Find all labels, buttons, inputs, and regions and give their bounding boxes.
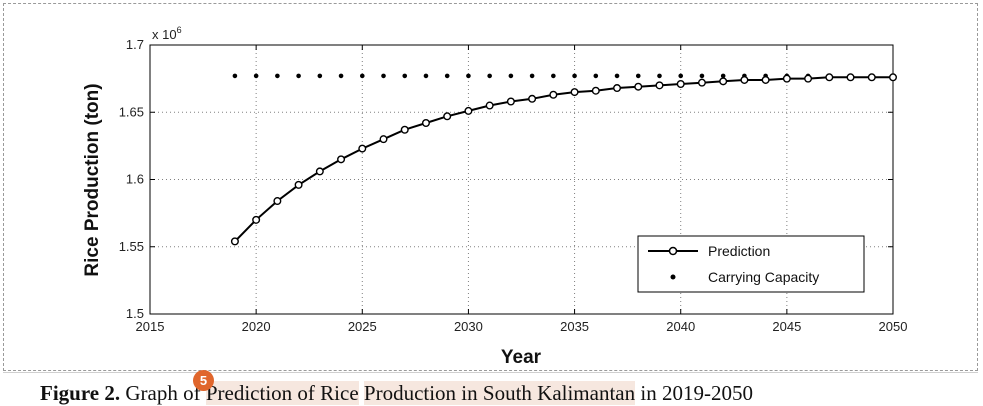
- carrying-capacity-point: [360, 74, 365, 79]
- prediction-point: [380, 136, 387, 143]
- carrying-capacity-point: [700, 74, 705, 79]
- y-tick-label: 1.65: [119, 104, 144, 119]
- prediction-point: [486, 102, 493, 109]
- carrying-capacity-point: [254, 74, 259, 79]
- annotation-badge[interactable]: 5: [193, 370, 214, 391]
- x-tick-label: 2050: [879, 319, 908, 334]
- carrying-capacity-point: [487, 74, 492, 79]
- prediction-point: [232, 238, 239, 245]
- carrying-capacity-point: [551, 74, 556, 79]
- y-tick-label: 1.55: [119, 239, 144, 254]
- prediction-point: [784, 75, 791, 82]
- prediction-point: [338, 156, 345, 163]
- prediction-point: [677, 81, 684, 88]
- carrying-capacity-point: [402, 74, 407, 79]
- prediction-point: [508, 98, 515, 105]
- prediction-point: [401, 126, 408, 133]
- caption-label: Figure 2.: [40, 381, 120, 405]
- prediction-point: [805, 75, 812, 82]
- prediction-point: [571, 89, 578, 96]
- x-tick-label: 2015: [136, 319, 165, 334]
- y-tick-label: 1.7: [126, 37, 144, 52]
- legend-marker-carrying-capacity: [671, 275, 676, 280]
- legend-marker-prediction: [670, 248, 677, 255]
- carrying-capacity-point: [381, 74, 386, 79]
- carrying-capacity-point: [233, 74, 238, 79]
- carrying-capacity-point: [572, 74, 577, 79]
- x-tick-label: 2045: [772, 319, 801, 334]
- carrying-capacity-point: [657, 74, 662, 79]
- carrying-capacity-point: [636, 74, 641, 79]
- prediction-point: [317, 168, 324, 175]
- legend-label-carrying-capacity: Carrying Capacity: [708, 269, 819, 285]
- y-axis-title: Rice Production (ton): [82, 83, 103, 276]
- prediction-point: [890, 74, 897, 81]
- prediction-point: [720, 78, 727, 85]
- prediction-point: [614, 85, 621, 92]
- carrying-capacity-point: [466, 74, 471, 79]
- x-tick-label: 2040: [666, 319, 695, 334]
- prediction-point: [253, 217, 260, 224]
- x-axis-title: Year: [501, 347, 542, 368]
- carrying-capacity-point: [615, 74, 620, 79]
- prediction-point: [741, 77, 748, 84]
- x-tick-label: 2025: [348, 319, 377, 334]
- figure-caption: Figure 2. Graph of Prediction of Rice Pr…: [40, 381, 753, 406]
- x-tick-label: 2030: [454, 319, 483, 334]
- carrying-capacity-point: [509, 74, 514, 79]
- prediction-point: [529, 96, 536, 103]
- carrying-capacity-point: [339, 74, 344, 79]
- caption-highlight-2[interactable]: Production in South Kalimantan: [364, 381, 635, 405]
- carrying-capacity-point: [530, 74, 535, 79]
- prediction-point: [868, 74, 875, 81]
- prediction-point: [550, 91, 557, 98]
- prediction-point: [423, 120, 430, 127]
- carrying-capacity-point: [594, 74, 599, 79]
- prediction-point: [635, 83, 642, 90]
- prediction-point: [359, 145, 366, 152]
- prediction-point: [274, 198, 281, 205]
- carrying-capacity-point: [424, 74, 429, 79]
- caption-highlight-1[interactable]: Prediction of Rice: [206, 381, 359, 405]
- carrying-capacity-point: [296, 74, 301, 79]
- prediction-point: [847, 74, 854, 81]
- prediction-point: [826, 74, 833, 81]
- legend: Prediction Carrying Capacity: [638, 236, 864, 292]
- carrying-capacity-point: [318, 74, 323, 79]
- prediction-point: [656, 82, 663, 89]
- prediction-point: [699, 79, 706, 86]
- legend-label-prediction: Prediction: [708, 243, 770, 259]
- carrying-capacity-point: [275, 74, 280, 79]
- carrying-capacity-point: [678, 74, 683, 79]
- y-tick-label: 1.5: [126, 306, 144, 321]
- prediction-point: [593, 87, 600, 94]
- carrying-capacity-point: [445, 74, 450, 79]
- prediction-point: [762, 77, 769, 84]
- y-tick-label: 1.6: [126, 172, 144, 187]
- x-tick-label: 2020: [242, 319, 271, 334]
- y-multiplier-label: x 106: [152, 25, 182, 42]
- line-chart: 2015 2020 2025 2030 2035 2040 2045 2050 1.5 1.55 1…: [0, 0, 983, 372]
- prediction-point: [444, 113, 451, 120]
- prediction-point: [295, 182, 302, 189]
- x-tick-label: 2035: [560, 319, 589, 334]
- prediction-point: [465, 108, 472, 115]
- caption-text-after: in 2019-2050: [635, 381, 753, 405]
